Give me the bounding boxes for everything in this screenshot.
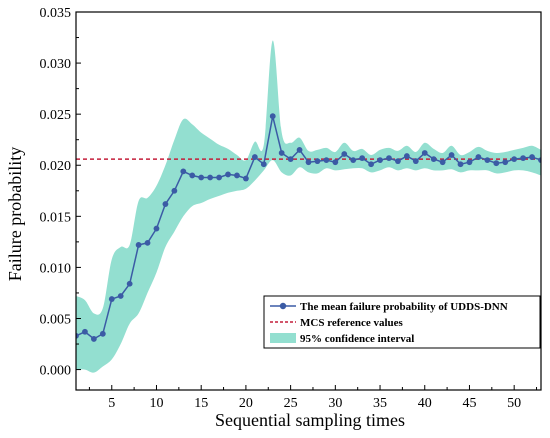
x-tick-label: 15 xyxy=(194,396,208,411)
mean-series-point xyxy=(511,156,518,163)
mean-series-point xyxy=(466,159,473,166)
mean-series-point xyxy=(260,161,267,168)
mean-series-point xyxy=(207,174,214,181)
x-tick-label: 25 xyxy=(284,396,298,411)
mean-series-point xyxy=(439,159,446,166)
legend-box xyxy=(263,295,541,349)
y-tick-label: 0.025 xyxy=(40,108,72,123)
x-tick-label: 30 xyxy=(328,396,342,411)
plot-frame xyxy=(75,11,542,391)
legend-swatch-confidence-band xyxy=(270,333,296,343)
mean-series-point xyxy=(153,225,160,232)
mean-series-point xyxy=(225,171,231,178)
mean-series-point xyxy=(189,172,196,179)
mean-series-point xyxy=(377,157,383,164)
legend-label-mean-series: The mean failure probability of UDDS-DNN xyxy=(300,301,508,313)
axes: 0.000 0.005 0.010 0.015 0.020 0.025 0.030 0.035… xyxy=(40,6,542,411)
mean-series-point xyxy=(243,175,249,182)
x-tick-label: 50 xyxy=(507,396,521,411)
legend-label-confidence-band: 95% confidence interval xyxy=(300,333,414,345)
mean-series-point xyxy=(296,147,303,153)
x-tick-label: 35 xyxy=(373,396,387,411)
mean-series-point xyxy=(403,153,410,159)
mean-series-point xyxy=(421,150,428,156)
y-tick-label: 0.005 xyxy=(40,312,72,327)
legend-marker-mean-series xyxy=(279,302,287,310)
mean-series-point xyxy=(287,156,294,163)
mean-series-point xyxy=(457,161,464,168)
x-tick-label: 20 xyxy=(239,396,253,411)
mean-series-point xyxy=(234,172,240,179)
mean-series-point xyxy=(475,154,482,160)
mean-series-point xyxy=(350,157,357,164)
mean-series-point xyxy=(538,157,541,164)
mean-series-point xyxy=(430,156,437,163)
x-tick-label: 40 xyxy=(418,396,432,411)
x-tick-label: 45 xyxy=(462,396,476,411)
mean-series-point xyxy=(82,328,88,335)
mean-series-point xyxy=(162,201,169,207)
y-tick-label: 0.010 xyxy=(40,261,72,276)
y-tick-label: 0.035 xyxy=(40,6,72,21)
mean-series-point xyxy=(493,160,500,167)
mean-series-point xyxy=(412,158,419,165)
x-axis-title: Sequential sampling times xyxy=(215,410,405,430)
y-tick-label: 0.020 xyxy=(40,159,72,174)
mean-series-point xyxy=(484,157,491,164)
mean-series-point xyxy=(198,174,205,181)
legend-label-reference: MCS reference values xyxy=(300,317,404,329)
mean-series-point xyxy=(448,152,455,158)
mean-series-point xyxy=(251,154,258,160)
mean-series-point xyxy=(323,157,330,164)
mean-series-point xyxy=(278,150,285,156)
y-axis-title: Failure probability xyxy=(5,147,25,281)
plot-area xyxy=(76,40,541,373)
y-tick-label: 0.000 xyxy=(40,364,72,379)
mean-series-point xyxy=(395,158,401,165)
mean-series-point xyxy=(269,113,276,120)
confidence-band-area xyxy=(76,40,541,373)
mean-series-point xyxy=(117,293,124,299)
mean-series-point xyxy=(171,187,178,194)
mean-series-point xyxy=(529,154,535,160)
mean-series-point xyxy=(90,336,97,342)
mean-series-point xyxy=(108,296,115,302)
x-tick-label: 5 xyxy=(108,396,115,411)
mean-series-point xyxy=(314,158,321,165)
x-tick-label: 10 xyxy=(149,396,163,411)
mean-series-point xyxy=(144,239,151,246)
mean-series-point xyxy=(332,159,339,166)
mean-series-point xyxy=(76,332,79,339)
mean-series-point xyxy=(305,159,312,166)
y-tick-label: 0.030 xyxy=(40,57,72,72)
mean-series-point xyxy=(180,168,187,175)
legend: The mean failure probability of UDDS-DNN… xyxy=(263,295,541,349)
mean-series-point xyxy=(520,155,527,161)
mean-series-point xyxy=(341,151,348,157)
mean-series-point xyxy=(386,155,392,161)
mean-series-point xyxy=(368,161,374,168)
mean-series-point xyxy=(359,155,366,161)
mean-series-point xyxy=(135,242,142,248)
mean-series-point xyxy=(216,174,222,181)
mean-series-point xyxy=(126,280,133,287)
mean-series-point xyxy=(502,159,509,166)
y-tick-label: 0.015 xyxy=(40,210,72,225)
mean-series-point xyxy=(99,330,106,337)
